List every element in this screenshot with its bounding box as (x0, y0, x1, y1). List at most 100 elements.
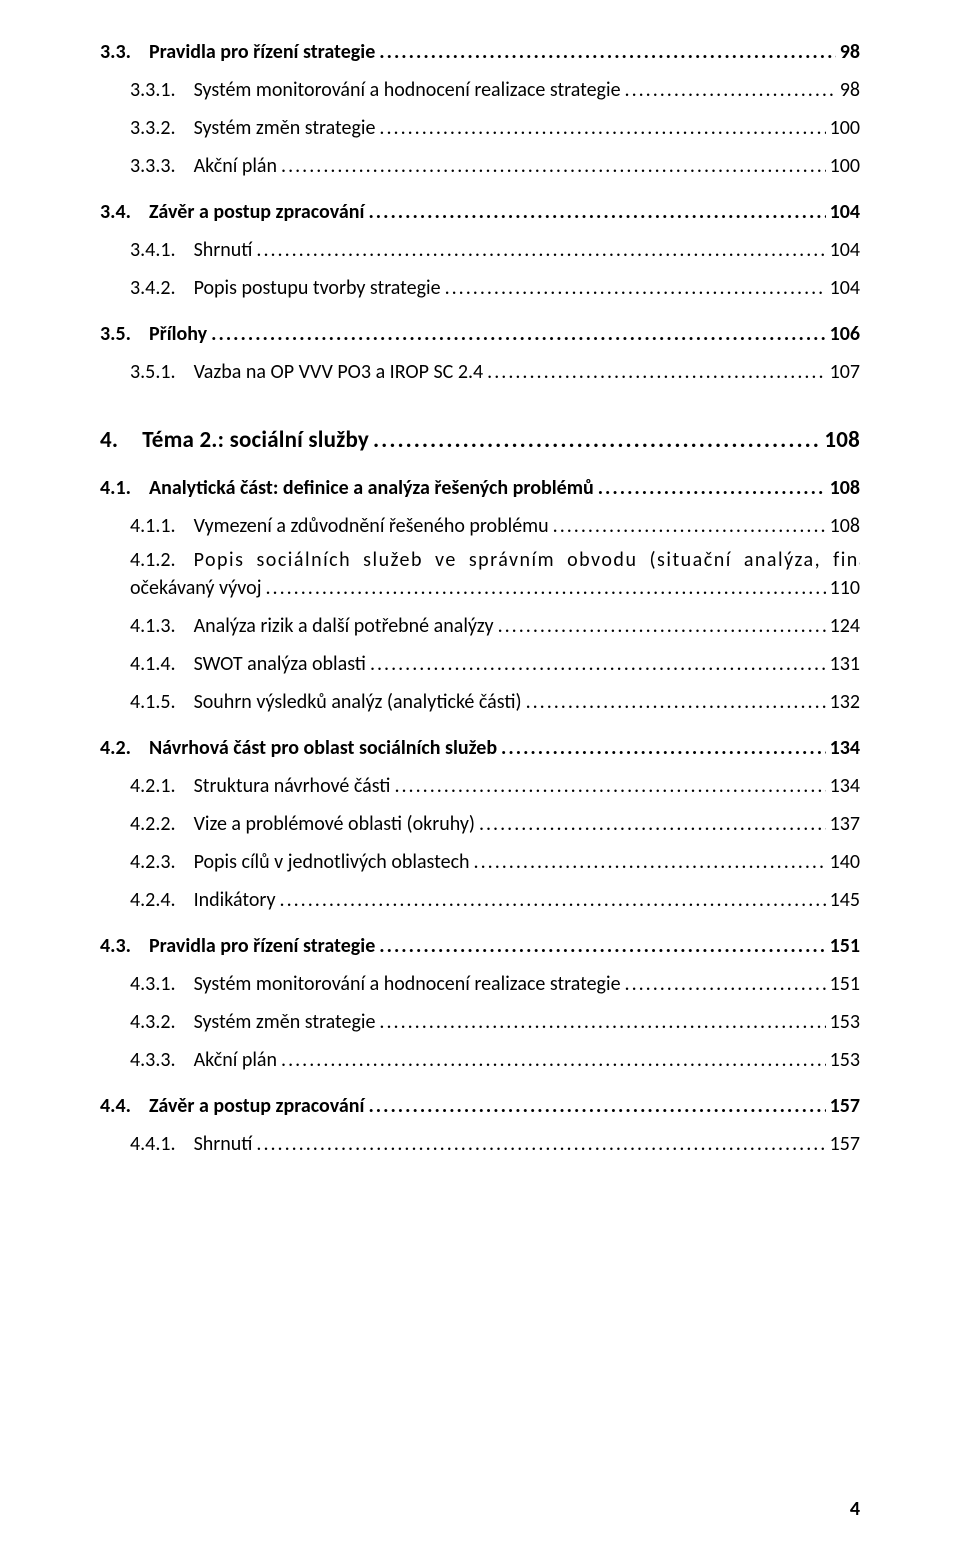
toc-num: 3.3.3. (130, 154, 194, 178)
toc-entry: 3.3.3. Akční plán 100 (130, 154, 860, 178)
toc-entry: 3.5. Přílohy 106 (100, 322, 860, 346)
toc-title: Souhrn výsledků analýz (analytické části… (194, 690, 522, 714)
toc-num: 4.3.2. (130, 1010, 194, 1034)
toc-title-line2: očekávaný vývoj (130, 576, 261, 600)
toc-entry: 4.2.2. Vize a problémové oblasti (okruhy… (130, 812, 860, 836)
toc-title: Systém změn strategie (194, 116, 376, 140)
toc-entry: 3.3. Pravidla pro řízení strategie 98 (100, 40, 860, 64)
toc-title: Vazba na OP VVV PO3 a IROP SC 2.4 (194, 360, 484, 384)
toc-num: 4.1.3. (130, 614, 194, 638)
toc-title: Analýza rizik a další potřebné analýzy (194, 614, 494, 638)
toc-page: 104 (826, 238, 860, 262)
toc-page: 151 (826, 972, 860, 996)
toc-entry: 3.4.1. Shrnutí 104 (130, 238, 860, 262)
toc-title: Analytická část: definice a analýza řeše… (149, 476, 594, 500)
toc-entry: 4.3. Pravidla pro řízení strategie 151 (100, 934, 860, 958)
toc-page: 108 (826, 476, 860, 500)
toc-page: 100 (826, 116, 860, 140)
toc-entry: 4.3.2. Systém změn strategie 153 (130, 1010, 860, 1034)
toc-page: 124 (826, 614, 860, 638)
toc-entry: 4.1.5. Souhrn výsledků analýz (analytick… (130, 690, 860, 714)
toc-num: 4.1.2. (130, 548, 194, 572)
toc-num: 3.5.1. (130, 360, 194, 384)
toc-leader (483, 360, 825, 384)
toc-leader (276, 888, 826, 912)
toc-leader (549, 514, 826, 538)
toc-title: Shrnutí (194, 1132, 253, 1156)
toc-num: 4.1. (100, 476, 149, 500)
toc-entry: 4.2.1. Struktura návrhové části 134 (130, 774, 860, 798)
toc-num: 4.3.3. (130, 1048, 194, 1072)
toc-leader (475, 812, 826, 836)
toc-leader (390, 774, 825, 798)
toc-entry: 4.2.4. Indikátory 145 (130, 888, 860, 912)
toc-leader (207, 322, 825, 346)
toc-page: 98 (836, 40, 860, 64)
toc-page: 153 (826, 1048, 860, 1072)
toc-title: Závěr a postup zpracování (149, 1094, 364, 1118)
toc-entry: 3.3.1. Systém monitorování a hodnocení r… (130, 78, 860, 102)
toc-page: 106 (826, 322, 860, 346)
toc-page: 157 (826, 1094, 860, 1118)
toc-leader (366, 652, 826, 676)
toc-leader (364, 200, 825, 224)
toc-num: 4.2.3. (130, 850, 194, 874)
toc-title: SWOT analýza oblasti (194, 652, 366, 676)
toc-leader (252, 1132, 825, 1156)
toc-title: Akční plán (194, 154, 277, 178)
toc-num: 4. (100, 426, 142, 454)
toc-entry: 4.1. Analytická část: definice a analýza… (100, 476, 860, 500)
toc-num: 4.1.5. (130, 690, 194, 714)
toc-num: 3.3. (100, 40, 149, 64)
toc-page: 137 (826, 812, 860, 836)
page-number: 4 (850, 1497, 860, 1521)
toc-leader (364, 1094, 825, 1118)
toc-num: 3.4.2. (130, 276, 194, 300)
toc-entry: 3.3.2. Systém změn strategie 100 (130, 116, 860, 140)
toc-page: 153 (826, 1010, 860, 1034)
toc-entry: 3.4.2. Popis postupu tvorby strategie 10… (130, 276, 860, 300)
toc-entry: 4.2.3. Popis cílů v jednotlivých oblaste… (130, 850, 860, 874)
toc-page: 151 (826, 934, 860, 958)
toc-title: Návrhová část pro oblast sociálních služ… (149, 736, 497, 760)
toc-leader (277, 1048, 826, 1072)
toc-num: 4.1.1. (130, 514, 194, 538)
toc-leader (470, 850, 826, 874)
toc-title-line1: Popis sociálních služeb ve správním obvo… (194, 548, 860, 572)
toc-leader (497, 736, 826, 760)
toc-page: 100 (826, 154, 860, 178)
toc-title: Vymezení a zdůvodnění řešeného problému (194, 514, 549, 538)
toc-title: Popis cílů v jednotlivých oblastech (194, 850, 470, 874)
toc-entry: 4.3.1. Systém monitorování a hodnocení r… (130, 972, 860, 996)
toc-title: Téma 2.: sociální služby (142, 426, 369, 454)
toc-leader (441, 276, 826, 300)
toc-num: 4.2.2. (130, 812, 194, 836)
toc-title: Vize a problémové oblasti (okruhy) (194, 812, 475, 836)
toc-page: 140 (826, 850, 860, 874)
toc-page: 131 (826, 652, 860, 676)
toc-num: 4.3. (100, 934, 149, 958)
toc-num: 4.2.4. (130, 888, 194, 912)
toc-entry: 4.2. Návrhová část pro oblast sociálních… (100, 736, 860, 760)
toc-page: 145 (826, 888, 860, 912)
toc-entry: 4.1.3. Analýza rizik a další potřebné an… (130, 614, 860, 638)
toc-page: 110 (826, 576, 860, 600)
toc-title: Systém změn strategie (194, 1010, 376, 1034)
toc-leader (621, 78, 836, 102)
toc-entry-heading: 4. Téma 2.: sociální služby 108 (100, 426, 860, 454)
toc-title: Shrnutí (194, 238, 253, 262)
toc-page: 107 (826, 360, 860, 384)
toc-title: Systém monitorování a hodnocení realizac… (194, 78, 621, 102)
toc-num: 3.3.1. (130, 78, 194, 102)
toc-title: Struktura návrhové části (194, 774, 391, 798)
toc-num: 4.4.1. (130, 1132, 194, 1156)
toc-leader (375, 116, 825, 140)
toc-leader (277, 154, 826, 178)
toc-num: 3.4. (100, 200, 149, 224)
toc-num: 3.5. (100, 322, 149, 346)
toc-leader (261, 576, 825, 600)
toc-page: 104 (826, 276, 860, 300)
toc-title: Akční plán (194, 1048, 277, 1072)
toc-title: Přílohy (149, 322, 207, 346)
toc-page: 108 (820, 426, 860, 454)
